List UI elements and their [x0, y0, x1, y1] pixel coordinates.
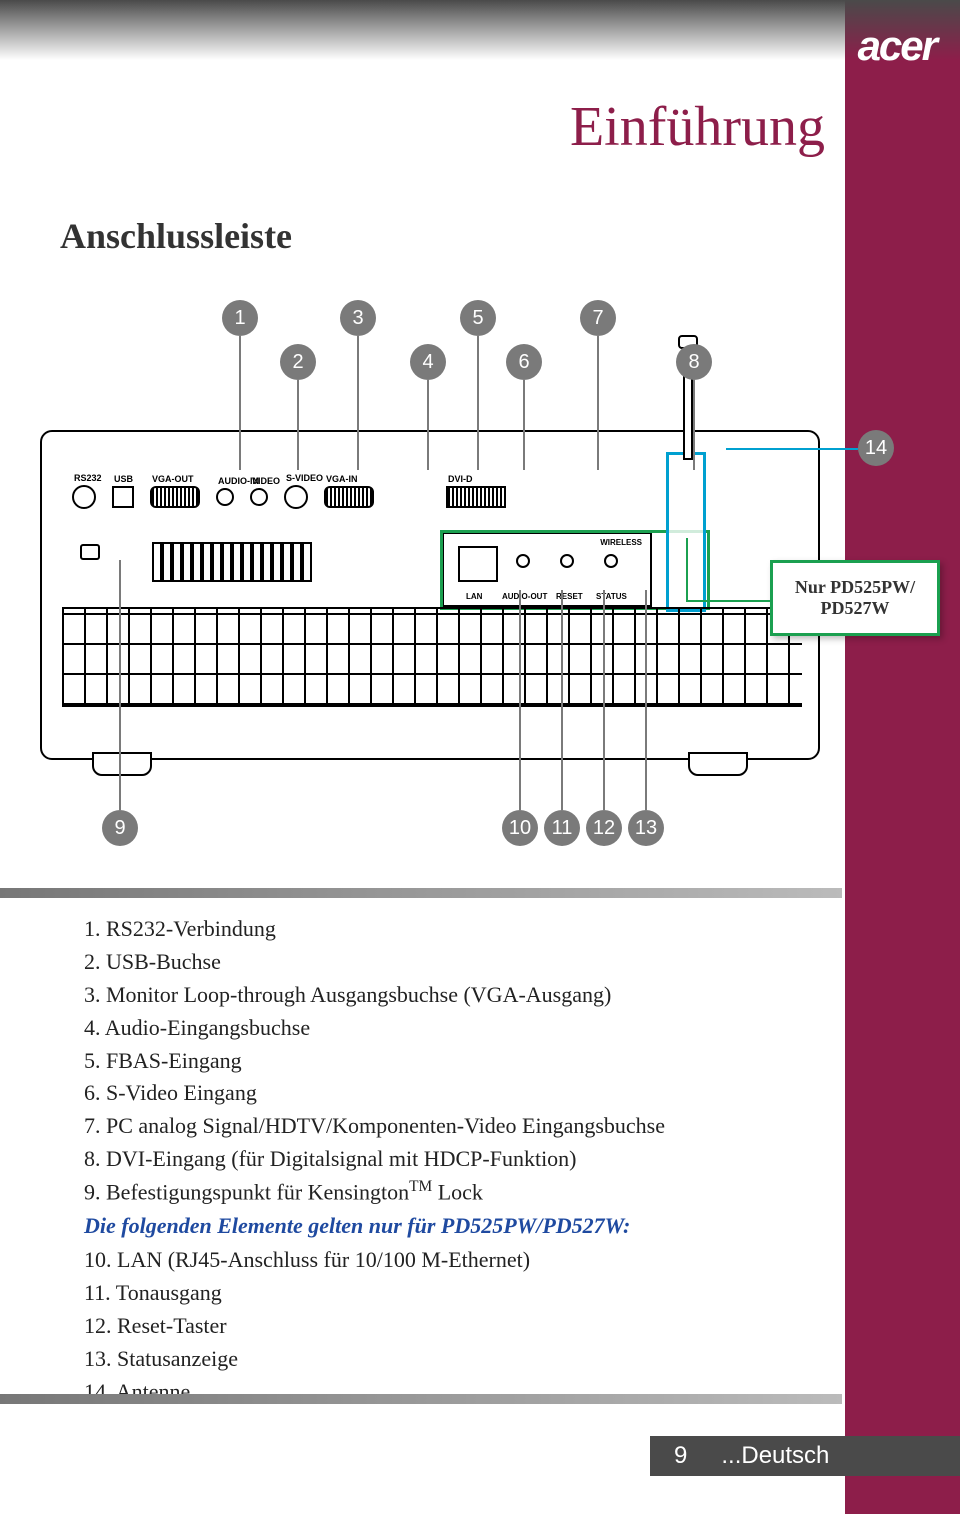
callout-line-1: [239, 336, 241, 470]
page-number: 9: [674, 1442, 687, 1470]
page-title: Einführung: [570, 95, 825, 159]
callout-line-5: [477, 336, 479, 470]
callout-7: 7: [580, 300, 616, 336]
callout-5: 5: [460, 300, 496, 336]
callout-line-3: [357, 336, 359, 470]
legend-list: 1. RS232-Verbindung2. USB-Buchse3. Monit…: [84, 912, 824, 1409]
legend-subheading: Die folgenden Elemente gelten nur für PD…: [84, 1210, 824, 1242]
callout-line-2: [297, 380, 299, 470]
label-video: VIDEO: [252, 476, 280, 486]
callout-line-13: [645, 590, 647, 810]
callout-line-14: [726, 448, 858, 450]
port-rs232: RS232: [72, 485, 96, 509]
label-lan: LAN: [466, 592, 482, 601]
port-audio-in: AUDIO-IN: [216, 488, 234, 506]
footer-bar: 9 ...Deutsch: [650, 1436, 960, 1476]
legend-item-3: 3. Monitor Loop-through Ausgangsbuchse (…: [84, 979, 824, 1011]
callout-line-9: [119, 560, 121, 810]
port-status: [604, 554, 618, 568]
divider-bottom: [0, 1394, 842, 1404]
legend-item-8: 8. DVI-Eingang (für Digitalsignal mit HD…: [84, 1143, 824, 1175]
label-svideo: S-VIDEO: [286, 473, 323, 483]
callout-3: 3: [340, 300, 376, 336]
foot-left: [92, 752, 152, 776]
manual-page: acer Einführung Anschlussleiste 12345678…: [0, 0, 960, 1514]
port-svideo: S-VIDEO: [284, 485, 308, 509]
foot-right: [688, 752, 748, 776]
legend-9-sup: TM: [409, 1178, 432, 1195]
label-reset: RESET: [556, 592, 583, 601]
label-usb: USB: [114, 474, 133, 484]
callout-line-10: [519, 590, 521, 810]
divider-top: [0, 888, 842, 898]
callout-line-11: [561, 590, 563, 810]
callout-13: 13: [628, 810, 664, 846]
legend-item-1: 1. RS232-Verbindung: [84, 913, 824, 945]
port-vga-in: VGA-IN: [324, 486, 374, 508]
callout-6: 6: [506, 344, 542, 380]
callout-14: 14: [858, 430, 894, 466]
legend-item-7: 7. PC analog Signal/HDTV/Komponenten-Vid…: [84, 1110, 824, 1142]
legend-item-13: 13. Statusanzeige: [84, 1343, 824, 1375]
device-outline: RS232 USB VGA-OUT AUDIO-IN VIDEO S-VIDEO…: [40, 430, 820, 760]
legend-item-12: 12. Reset-Taster: [84, 1310, 824, 1342]
port-video: VIDEO: [250, 488, 268, 506]
label-audioout: AUDIO-OUT: [502, 592, 547, 601]
legend-9-post: Lock: [432, 1179, 483, 1204]
callout-4: 4: [410, 344, 446, 380]
connection-diagram: 12345678 RS232 USB VGA-OUT AUDIO-IN VIDE…: [40, 300, 920, 860]
port-lan: [458, 546, 498, 582]
model-note-box: Nur PD525PW/ PD527W: [770, 560, 940, 636]
label-vgain: VGA-IN: [326, 474, 358, 484]
port-dvi-d: DVI-D: [446, 486, 506, 508]
legend-item-5: 5. FBAS-Eingang: [84, 1045, 824, 1077]
label-wireless: WIRELESS: [600, 538, 642, 547]
port-audio-out: [516, 554, 530, 568]
callout-line-7: [597, 336, 599, 470]
wireless-sub-panel: WIRELESS LAN AUDIO-OUT RESET STATUS: [442, 532, 652, 607]
callout-line-12: [603, 590, 605, 810]
green-connector-line-v: [686, 538, 688, 602]
legend-item-11: 11. Tonausgang: [84, 1277, 824, 1309]
legend-item-10: 10. LAN (RJ45-Anschluss für 10/100 M-Eth…: [84, 1244, 824, 1276]
callout-1: 1: [222, 300, 258, 336]
callout-line-8: [693, 380, 695, 470]
legend-item-2: 2. USB-Buchse: [84, 946, 824, 978]
label-rs232: RS232: [74, 473, 102, 483]
callout-10: 10: [502, 810, 538, 846]
legend-9-pre: 9. Befestigungspunkt für Kensington: [84, 1179, 409, 1204]
callout-8: 8: [676, 344, 712, 380]
legend-item-6: 6. S-Video Eingang: [84, 1077, 824, 1109]
callout-line-4: [427, 380, 429, 470]
vent-block: [152, 542, 312, 582]
label-status: STATUS: [596, 592, 627, 601]
legend-item-9: 9. Befestigungspunkt für KensingtonTM Lo…: [84, 1176, 824, 1208]
callout-11: 11: [544, 810, 580, 846]
callout-line-6: [523, 380, 525, 470]
callout-2: 2: [280, 344, 316, 380]
port-usb: USB: [112, 486, 134, 508]
callout-9: 9: [102, 810, 138, 846]
label-dvid: DVI-D: [448, 474, 473, 484]
legend-item-4: 4. Audio-Eingangsbuchse: [84, 1012, 824, 1044]
label-vgaout: VGA-OUT: [152, 474, 194, 484]
brand-logo: acer: [858, 22, 936, 70]
kensington-slot: [80, 544, 100, 560]
section-title: Anschlussleiste: [60, 215, 292, 257]
vent-grille: [62, 607, 802, 707]
top-gradient: [0, 0, 960, 60]
footer-lang: ...Deutsch: [721, 1442, 829, 1470]
port-reset: [560, 554, 574, 568]
green-connector-line: [686, 600, 772, 602]
callout-12: 12: [586, 810, 622, 846]
port-vga-out: VGA-OUT: [150, 486, 200, 508]
